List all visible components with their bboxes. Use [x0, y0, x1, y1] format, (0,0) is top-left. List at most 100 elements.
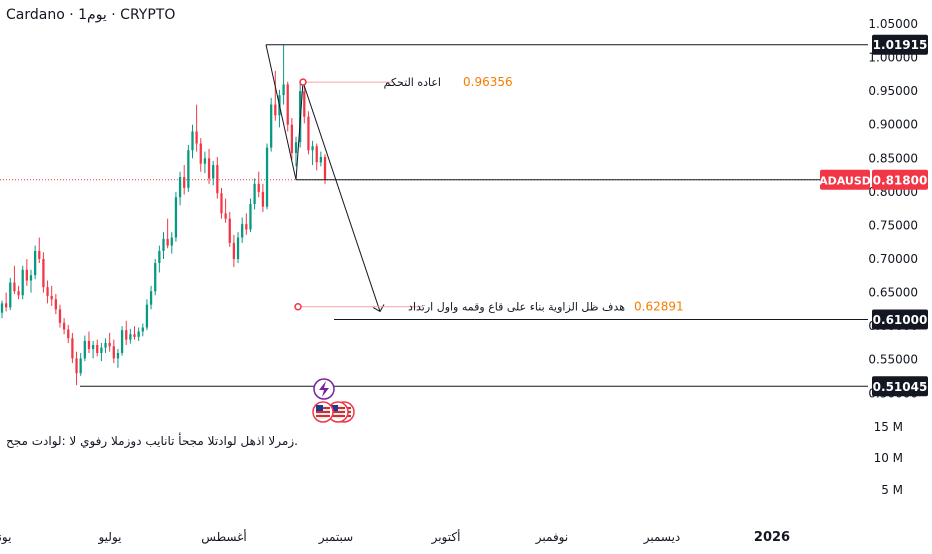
- flag-stripe: [331, 411, 345, 413]
- x-tick-label: نوفمبر: [535, 530, 568, 545]
- candle-body: [307, 116, 310, 151]
- candle: [91, 340, 95, 359]
- candle-body: [137, 331, 140, 337]
- volume-tick-label: 15 M: [874, 420, 903, 434]
- candle-body: [315, 146, 318, 163]
- candle-body: [232, 242, 236, 260]
- chart-title[interactable]: Cardano · 1يوم · CRYPTO: [6, 7, 176, 23]
- current-price-label-text: 0.81800: [873, 173, 928, 187]
- target-level-price-label-bg: [872, 309, 928, 330]
- volume-note: زمرلا اذهل لوادتلا مجحأ تانايب دوزملا رف…: [6, 434, 298, 448]
- candle-body: [253, 183, 256, 204]
- y-tick-label: 0.75000: [868, 218, 918, 232]
- volume-tick-label: 10 M: [874, 451, 903, 465]
- candle: [46, 280, 49, 304]
- candle: [54, 293, 57, 315]
- flag-stripe: [331, 415, 345, 417]
- candle: [158, 245, 161, 273]
- candle-body: [224, 213, 227, 219]
- candle: [83, 335, 86, 362]
- candle-body: [133, 334, 136, 337]
- candle-body: [216, 165, 219, 194]
- x-tick-label: أغسطس: [201, 529, 246, 545]
- candle: [129, 328, 132, 344]
- lightning-event-icon[interactable]: [313, 378, 335, 400]
- candle-body: [212, 165, 215, 179]
- candle: [133, 326, 136, 340]
- candle-body: [270, 104, 273, 148]
- candle-body: [33, 250, 37, 276]
- candle: [282, 44, 285, 105]
- candle-body: [236, 237, 240, 260]
- retest-annotation-label: اعاده التحكم: [384, 76, 441, 89]
- candle: [253, 178, 256, 210]
- candle: [162, 232, 165, 260]
- candle: [112, 339, 115, 364]
- candle-body: [91, 344, 95, 349]
- candle: [87, 331, 91, 354]
- candle: [224, 198, 227, 223]
- candle-body: [25, 269, 28, 281]
- candle: [195, 104, 198, 152]
- flag-canton: [316, 405, 323, 411]
- candle-body: [154, 263, 157, 292]
- event-markers[interactable]: [312, 378, 355, 423]
- symbol-tag: ADAUSD: [819, 169, 871, 190]
- volume-tick-label: 5 M: [881, 483, 903, 497]
- high-level-price-label-bg: [872, 34, 928, 55]
- candle: [96, 339, 99, 357]
- candle-body: [100, 347, 103, 354]
- candle: [249, 198, 252, 233]
- candle: [141, 323, 144, 337]
- candle: [261, 183, 265, 213]
- candle-body: [183, 177, 186, 188]
- candle-body: [141, 327, 144, 332]
- lightning-bolt-shape: [319, 381, 329, 397]
- high-level-price-label: 1.01915: [872, 34, 928, 55]
- candle: [187, 144, 190, 192]
- candle: [307, 111, 310, 155]
- candle-body: [104, 342, 107, 348]
- candle: [220, 187, 223, 219]
- candle-body: [46, 287, 49, 296]
- candle-body: [9, 282, 12, 308]
- candle-body: [290, 124, 294, 153]
- candle-body: [249, 203, 252, 230]
- candle: [116, 348, 120, 368]
- candle-body: [195, 131, 198, 144]
- candle: [29, 269, 33, 293]
- candle: [21, 265, 24, 300]
- high-level-price-label-text: 1.01915: [873, 38, 928, 52]
- candle-body: [265, 147, 269, 207]
- candle: [294, 136, 298, 167]
- candle-body: [294, 142, 298, 153]
- candle: [50, 285, 53, 307]
- candle: [79, 353, 82, 376]
- us-flag-event-icon[interactable]: [312, 401, 334, 423]
- candle: [245, 213, 248, 235]
- candle-body: [228, 218, 231, 243]
- candle: [166, 218, 169, 249]
- candle: [42, 252, 45, 293]
- x-tick-label: أكتوبر: [431, 529, 461, 545]
- candle-body: [149, 291, 153, 305]
- candle: [125, 320, 128, 345]
- candle-body: [42, 259, 45, 288]
- candle-body: [191, 131, 194, 151]
- us-flag-event-icon[interactable]: [327, 401, 349, 423]
- candle-body: [13, 282, 16, 292]
- flag-stripe: [316, 415, 330, 417]
- y-tick-label: 1.05000: [868, 17, 918, 31]
- candle: [212, 160, 215, 186]
- candle: [265, 143, 269, 210]
- candle-body: [207, 158, 211, 179]
- candle-body: [75, 358, 78, 374]
- candle-body: [199, 143, 202, 164]
- candle: [203, 151, 207, 174]
- candle: [13, 265, 16, 294]
- drawings[interactable]: اعاده التحكم 0.96356 هدف ظل الزاوية بناء ع…: [80, 44, 868, 387]
- candle: [303, 82, 306, 124]
- candle-body: [83, 340, 86, 359]
